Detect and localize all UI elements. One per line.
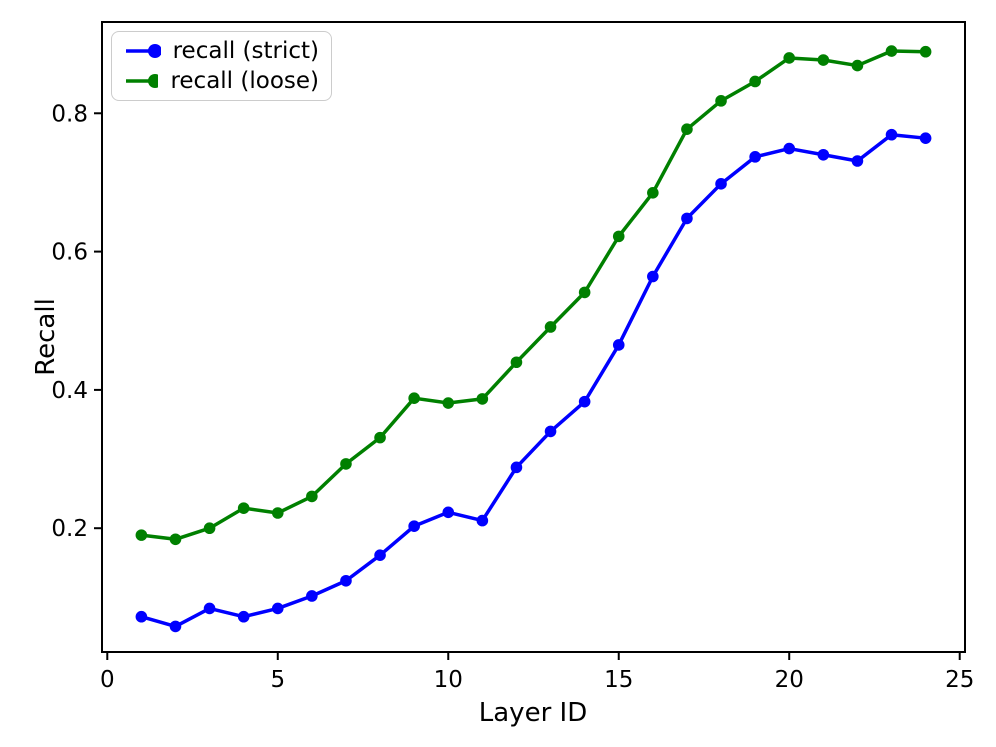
data-point-marker <box>271 507 284 519</box>
data-point-marker <box>374 549 386 561</box>
data-point-marker <box>612 339 625 351</box>
series-line-1 <box>139 49 928 542</box>
y-tick-label: 0.8 <box>51 101 88 127</box>
legend-item-0: recall (strict) <box>124 36 319 66</box>
x-tick-label: 25 <box>945 667 974 693</box>
data-point-marker <box>510 461 523 474</box>
data-point-marker <box>851 59 864 72</box>
data-point-marker <box>715 178 727 190</box>
data-point-marker <box>578 395 591 408</box>
legend-label: recall (strict) <box>172 37 319 64</box>
legend-marker-icon <box>126 44 161 58</box>
data-point-marker <box>510 356 523 369</box>
data-point-marker <box>237 610 250 623</box>
legend-marker-icon <box>126 74 159 88</box>
y-tick-label: 0.2 <box>51 516 88 542</box>
data-point-marker <box>203 602 216 615</box>
data-point-marker <box>340 458 352 470</box>
x-tick-label: 15 <box>604 667 633 693</box>
y-tick-label: 0.4 <box>51 378 88 404</box>
data-point-marker <box>885 128 898 141</box>
legend: recall (strict) recall (loose) <box>111 31 332 101</box>
data-point-marker <box>681 212 693 225</box>
data-point-marker <box>442 397 455 409</box>
data-point-marker <box>306 490 318 503</box>
y-axis-label: Recall <box>31 298 61 376</box>
data-point-marker <box>408 520 420 532</box>
data-point-marker <box>408 392 420 405</box>
data-point-marker <box>715 95 727 107</box>
legend-item-1: recall (loose) <box>124 66 319 96</box>
data-point-marker <box>749 75 761 88</box>
data-point-marker <box>237 502 250 514</box>
data-point-marker <box>749 151 761 163</box>
legend-label: recall (loose) <box>170 67 319 94</box>
data-point-marker <box>135 610 148 623</box>
axis-ticks: 0 5 10 15 20 25 0.2 0.4 0.6 0.8 <box>51 101 974 693</box>
data-point-marker <box>817 148 830 161</box>
data-series <box>135 45 932 633</box>
plot-spines <box>101 21 966 653</box>
x-tick-label: 20 <box>775 667 804 693</box>
data-point-marker <box>476 514 489 527</box>
data-point-marker <box>203 522 216 535</box>
data-point-marker <box>783 142 796 155</box>
data-point-marker <box>783 52 796 64</box>
data-point-marker <box>169 620 182 633</box>
data-point-marker <box>647 187 659 199</box>
data-point-marker <box>135 529 148 541</box>
data-point-marker <box>271 602 284 615</box>
series-line-0 <box>139 132 928 629</box>
data-point-marker <box>851 155 864 167</box>
data-point-marker <box>919 45 932 58</box>
data-point-marker <box>340 574 352 587</box>
data-point-marker <box>442 506 455 519</box>
data-point-marker <box>476 393 489 405</box>
data-point-marker <box>374 431 386 444</box>
x-axis-label: Layer ID <box>479 698 587 728</box>
data-point-marker <box>919 132 932 144</box>
data-point-marker <box>306 590 318 602</box>
data-point-marker <box>544 425 557 438</box>
data-point-marker <box>885 45 898 57</box>
data-point-marker <box>817 54 830 66</box>
x-tick-label: 5 <box>270 667 285 693</box>
data-point-marker <box>612 230 625 243</box>
data-point-marker <box>544 321 557 333</box>
y-tick-label: 0.6 <box>51 240 88 266</box>
x-tick-label: 0 <box>100 667 115 693</box>
plot-frame <box>101 21 966 653</box>
data-point-marker <box>647 270 659 283</box>
data-point-marker <box>169 533 182 546</box>
x-tick-label: 10 <box>434 667 463 693</box>
data-point-marker <box>681 123 693 135</box>
data-point-marker <box>578 286 591 299</box>
